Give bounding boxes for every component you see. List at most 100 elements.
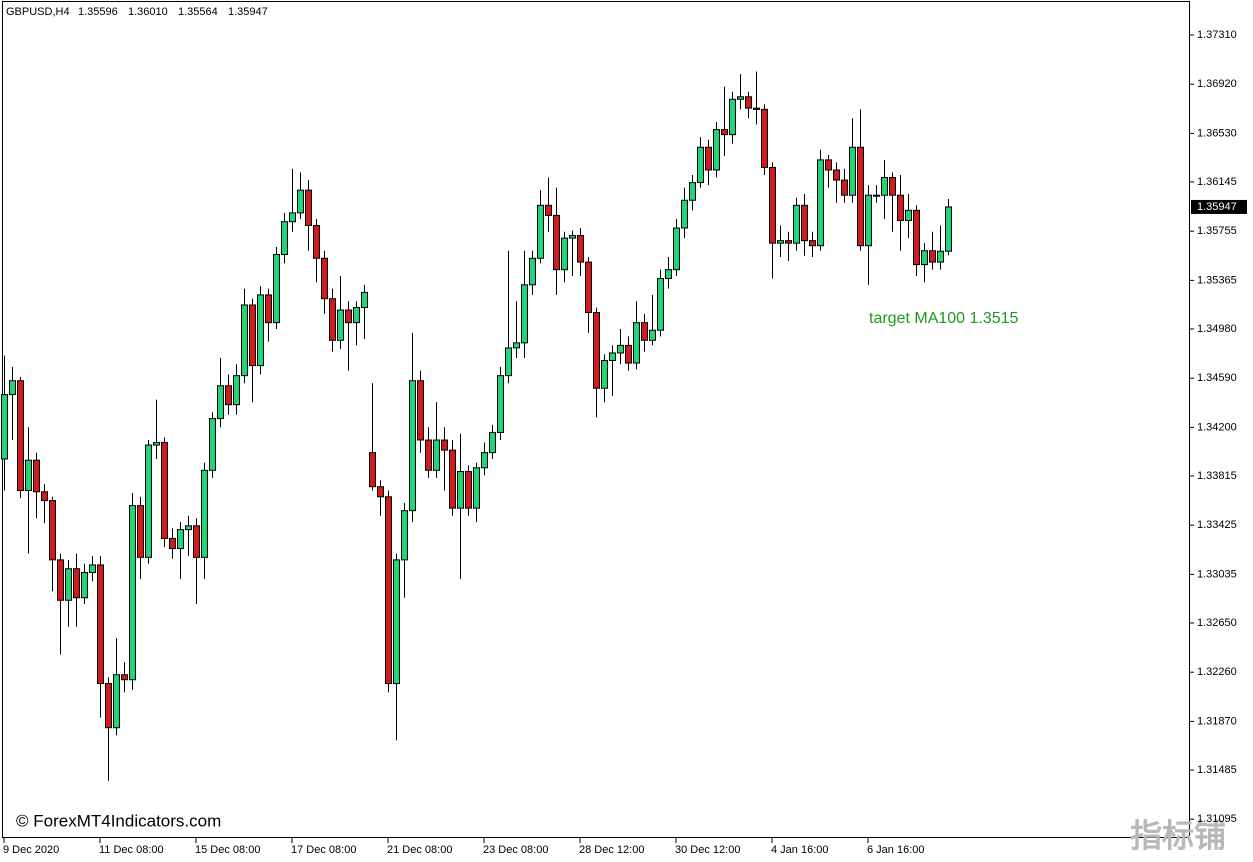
- candle-body: [129, 505, 136, 681]
- candle-body: [809, 240, 816, 247]
- header-low: 1.35564: [178, 6, 218, 18]
- candle-body: [761, 108, 768, 168]
- candle-body: [705, 146, 712, 171]
- candle-body: [665, 269, 672, 279]
- y-tick-label: 1.37310: [1197, 29, 1237, 41]
- candle-body: [121, 674, 128, 681]
- candle-body: [465, 471, 472, 509]
- candle-body: [169, 537, 176, 550]
- x-tick-label: 11 Dec 08:00: [99, 844, 164, 856]
- y-tick-label: 1.33425: [1197, 519, 1237, 531]
- candle-body: [177, 529, 184, 550]
- y-tick-label: 1.36920: [1197, 78, 1237, 90]
- logo: 指标铺: [1130, 817, 1226, 853]
- candle-body: [73, 568, 80, 599]
- candle-body: [689, 182, 696, 201]
- x-tick-label: 6 Jan 16:00: [867, 844, 925, 856]
- candle-body: [161, 442, 168, 539]
- candle-body: [17, 380, 24, 491]
- candle-body: [241, 304, 248, 377]
- candle-body: [249, 304, 256, 367]
- x-tick-label: 28 Dec 12:00: [579, 844, 644, 856]
- x-tick-label: 15 Dec 08:00: [195, 844, 260, 856]
- annotation: target MA100 1.3515: [869, 310, 1019, 327]
- y-tick-label: 1.32260: [1197, 666, 1237, 678]
- x-tick-label: 4 Jan 16:00: [771, 844, 829, 856]
- candle-body: [153, 442, 160, 446]
- candle-body: [593, 312, 600, 389]
- candle-body: [553, 214, 560, 271]
- y-tick-label: 1.36530: [1197, 127, 1237, 139]
- candle-body: [945, 206, 952, 252]
- candle-body: [417, 380, 424, 441]
- candle-body: [233, 375, 240, 406]
- candle-body: [209, 418, 216, 471]
- header-open: 1.35596: [78, 6, 118, 18]
- candle-body: [785, 240, 792, 244]
- candle-body: [737, 96, 744, 100]
- candle-body: [617, 344, 624, 354]
- candle-body: [929, 250, 936, 263]
- y-tick-label: 1.34590: [1197, 372, 1237, 384]
- last-price-box: [1191, 199, 1247, 214]
- candle-body: [273, 254, 280, 324]
- candle-body: [505, 347, 512, 377]
- candle-body: [609, 352, 616, 362]
- candle-body: [889, 177, 896, 196]
- candle-body: [793, 204, 800, 244]
- candle-body: [193, 525, 200, 558]
- candle-body: [849, 146, 856, 196]
- candle-body: [369, 452, 376, 488]
- candle-body: [433, 439, 440, 471]
- candle-body: [697, 146, 704, 184]
- candle-body: [385, 496, 392, 685]
- candle-body: [257, 294, 264, 367]
- candle-body: [561, 237, 568, 271]
- candle-body: [569, 235, 576, 239]
- candle-body: [265, 294, 272, 324]
- candle-body: [217, 385, 224, 420]
- y-tick-label: 1.34980: [1197, 323, 1237, 335]
- candle-body: [393, 559, 400, 685]
- candle-body: [937, 250, 944, 263]
- candle-body: [905, 209, 912, 221]
- candle-body: [305, 189, 312, 226]
- last-price-label: 1.35947: [1197, 201, 1237, 213]
- candle-body: [425, 439, 432, 471]
- y-tick-label: 1.35755: [1197, 225, 1237, 237]
- candle-body: [313, 224, 320, 259]
- candle-body: [289, 212, 296, 223]
- candle-body: [449, 449, 456, 509]
- candle-body: [137, 505, 144, 558]
- y-tick-label: 1.34200: [1197, 421, 1237, 433]
- candle-body: [913, 209, 920, 266]
- candle-body: [777, 240, 784, 244]
- header-close: 1.35947: [228, 6, 268, 18]
- candle-body: [25, 459, 32, 491]
- x-tick-label: 23 Dec 08:00: [483, 844, 548, 856]
- x-tick-label: 9 Dec 2020: [3, 844, 59, 856]
- candle-body: [457, 471, 464, 509]
- candle-body: [185, 525, 192, 531]
- candle-body: [41, 491, 48, 502]
- header-high: 1.36010: [128, 6, 168, 18]
- candle-body: [497, 375, 504, 433]
- candle-body: [537, 204, 544, 259]
- candle-body: [753, 107, 760, 110]
- candle-body: [633, 322, 640, 364]
- candle-body: [105, 683, 112, 729]
- candle-body: [225, 385, 232, 406]
- y-tick-label: 1.31095: [1197, 813, 1237, 825]
- candle-body: [89, 564, 96, 574]
- candle-body: [401, 510, 408, 561]
- candle-body: [873, 194, 880, 197]
- candle-body: [801, 204, 808, 242]
- candle-body: [353, 307, 360, 324]
- candle-body: [769, 166, 776, 244]
- candle-body: [281, 221, 288, 256]
- candle-body: [729, 98, 736, 136]
- y-tick-label: 1.32650: [1197, 617, 1237, 629]
- candle-body: [681, 199, 688, 229]
